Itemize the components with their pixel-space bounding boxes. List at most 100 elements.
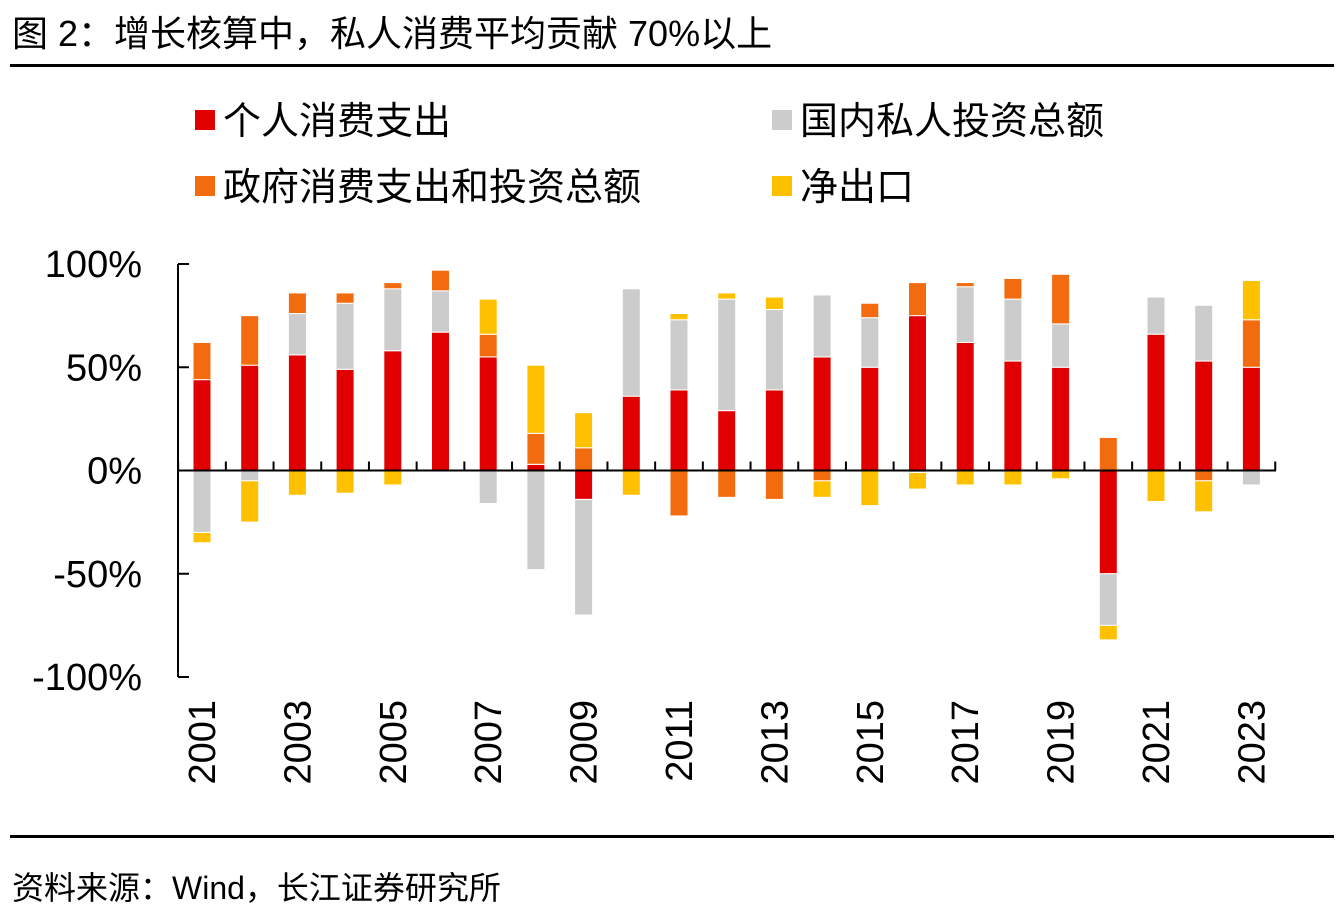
y-tick-label-1: 100% [45,244,142,286]
bar-2002-series-3 [240,315,260,366]
y-tick-label-2: 50% [66,347,142,389]
bar-2001-series-1 [192,379,212,472]
top-rule [10,64,1334,67]
bar-2006-series-1 [431,331,450,471]
legend-label-1: 个人消费支出 [223,101,451,143]
bar-2014-series-1 [812,356,832,471]
bar-2011-series-2 [669,319,689,391]
bar-2019-series-3 [1051,273,1071,325]
bar-2017-series-4 [955,470,975,486]
bar-2018-series-1 [1003,360,1023,471]
bar-2020-series-3 [1098,436,1118,471]
bar-2015-series-2 [860,317,880,368]
legend-label-2: 国内私人投资总额 [800,101,1104,143]
bar-2014-series-3 [812,470,832,482]
bar-2012-series-4 [717,292,737,300]
x-tick-label-2013: 2013 [754,700,796,785]
bar-2023-series-3 [1241,319,1261,368]
bar-2009-series-4 [574,412,594,449]
bar-2009-series-2 [574,498,594,616]
bar-2013-series-1 [764,389,784,471]
figure-title: 图 2：增长核算中，私人消费平均贡献 70%以上 [12,13,773,54]
bar-2010-series-4 [621,470,641,496]
bar-2015-series-4 [860,470,880,507]
bar-2019-series-4 [1051,470,1071,480]
bar-2021-series-1 [1146,333,1166,471]
legend-swatch-1 [195,110,215,130]
bar-2006-series-3 [431,269,450,292]
bar-2004-series-4 [335,470,355,494]
bar-2002-series-1 [240,364,260,471]
bar-2003-series-3 [287,292,307,315]
bar-2012-series-1 [717,410,737,471]
bar-2022-series-3 [1194,470,1214,482]
legend-swatch-4 [772,176,792,196]
bar-2017-series-3 [955,282,975,288]
bar-2019-series-1 [1051,366,1071,471]
bar-2014-series-2 [812,294,832,358]
bar-2004-series-1 [335,368,355,471]
x-tick-label-2015: 2015 [850,700,892,785]
x-tick-label-2005: 2005 [373,700,415,785]
bar-2001-series-3 [192,341,212,381]
bar-2023-series-4 [1241,280,1261,321]
x-tick-label-2011: 2011 [659,700,701,782]
x-tick-label-2007: 2007 [468,700,510,785]
bar-2017-series-2 [955,286,975,343]
bar-2016-series-4 [908,472,927,490]
x-tick-label-2023: 2023 [1231,700,1273,785]
y-tick-label-3: 0% [87,451,142,493]
bar-2011-series-1 [669,389,689,471]
bar-2010-series-1 [621,395,641,471]
bar-2013-series-3 [764,470,784,500]
bar-2011-series-4 [669,313,689,321]
bar-2007-series-4 [478,298,498,335]
y-tick-label-4: -50% [53,554,142,596]
bar-2013-series-4 [764,296,784,310]
bar-2014-series-4 [812,480,832,498]
legend-label-3: 政府消费支出和投资总额 [223,167,641,209]
bar-2001-series-2 [192,470,212,533]
bar-2005-series-1 [383,350,403,472]
bar-2005-series-3 [383,282,403,290]
bottom-rule [10,835,1334,838]
bar-2022-series-4 [1194,480,1214,513]
bar-2003-series-2 [287,313,307,356]
legend-swatch-3 [195,176,215,196]
bar-2002-series-4 [240,480,260,523]
bar-2003-series-4 [287,470,307,496]
x-tick-label-2021: 2021 [1136,700,1178,785]
x-tick-label-2009: 2009 [564,700,606,785]
bar-2003-series-1 [287,354,307,471]
bar-2018-series-4 [1003,470,1023,486]
legend-swatch-2 [772,110,792,130]
y-tick-label-5: -100% [32,657,142,699]
bar-2015-series-3 [860,302,880,319]
bar-2008-series-2 [526,470,546,571]
bar-2004-series-2 [335,302,355,370]
bar-2023-series-2 [1241,470,1261,486]
bar-2011-series-3 [669,470,689,517]
bar-2007-series-1 [478,356,498,471]
bar-2005-series-2 [383,288,403,352]
bar-2021-series-4 [1146,470,1166,502]
bar-2009-series-3 [574,447,594,472]
bar-2023-series-1 [1241,366,1261,471]
x-tick-label-2017: 2017 [945,700,987,785]
bar-2009-series-1 [574,470,594,500]
bar-2022-series-1 [1194,360,1214,471]
bar-2004-series-3 [335,292,355,304]
bar-2018-series-3 [1003,277,1023,300]
bar-2020-series-1 [1098,470,1118,575]
bar-2019-series-2 [1051,323,1071,368]
bar-2006-series-2 [431,290,450,333]
bar-2007-series-2 [478,470,498,505]
bar-2007-series-3 [478,333,498,358]
bar-2008-series-4 [526,364,546,434]
bar-2016-series-1 [908,315,927,471]
x-tick-label-2001: 2001 [182,700,224,785]
bar-2017-series-1 [955,341,975,471]
bar-2013-series-2 [764,308,784,391]
source-note: 资料来源：Wind，长江证券研究所 [12,870,501,906]
bar-2020-series-4 [1098,624,1118,641]
